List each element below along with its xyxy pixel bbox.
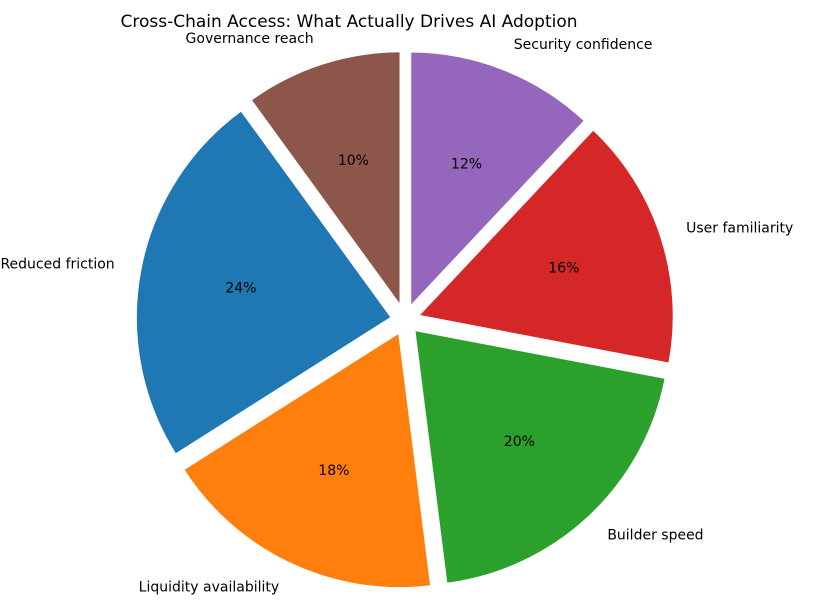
pie-slice (181, 330, 434, 591)
pie-slice (408, 49, 588, 310)
slice-category-label: Governance reach (186, 31, 314, 47)
pie-slice (415, 127, 676, 366)
slice-percent-label: 10% (338, 153, 369, 169)
pie-slice (412, 327, 668, 586)
slice-category-label: Builder speed (607, 527, 703, 543)
slice-percent-label: 12% (451, 157, 482, 173)
pie-slices (133, 49, 676, 591)
pie-slice (133, 108, 394, 457)
slice-category-label: Security confidence (514, 37, 653, 53)
pie-labels: 10% Governance reach 24% Reduced friction 18… (0, 31, 793, 596)
chart-title: Cross-Chain Access: What Actually Drives… (120, 12, 577, 32)
slice-percent-label: 16% (548, 260, 579, 276)
slice-category-label: Reduced friction (0, 257, 114, 273)
slice-percent-label: 18% (318, 463, 349, 479)
slice-percent-label: 20% (504, 434, 535, 450)
slice-percent-label: 24% (225, 281, 256, 297)
pie-slice (248, 49, 403, 310)
slice-category-label: User familiarity (686, 221, 793, 237)
slice-category-label: Liquidity availability (139, 579, 279, 595)
